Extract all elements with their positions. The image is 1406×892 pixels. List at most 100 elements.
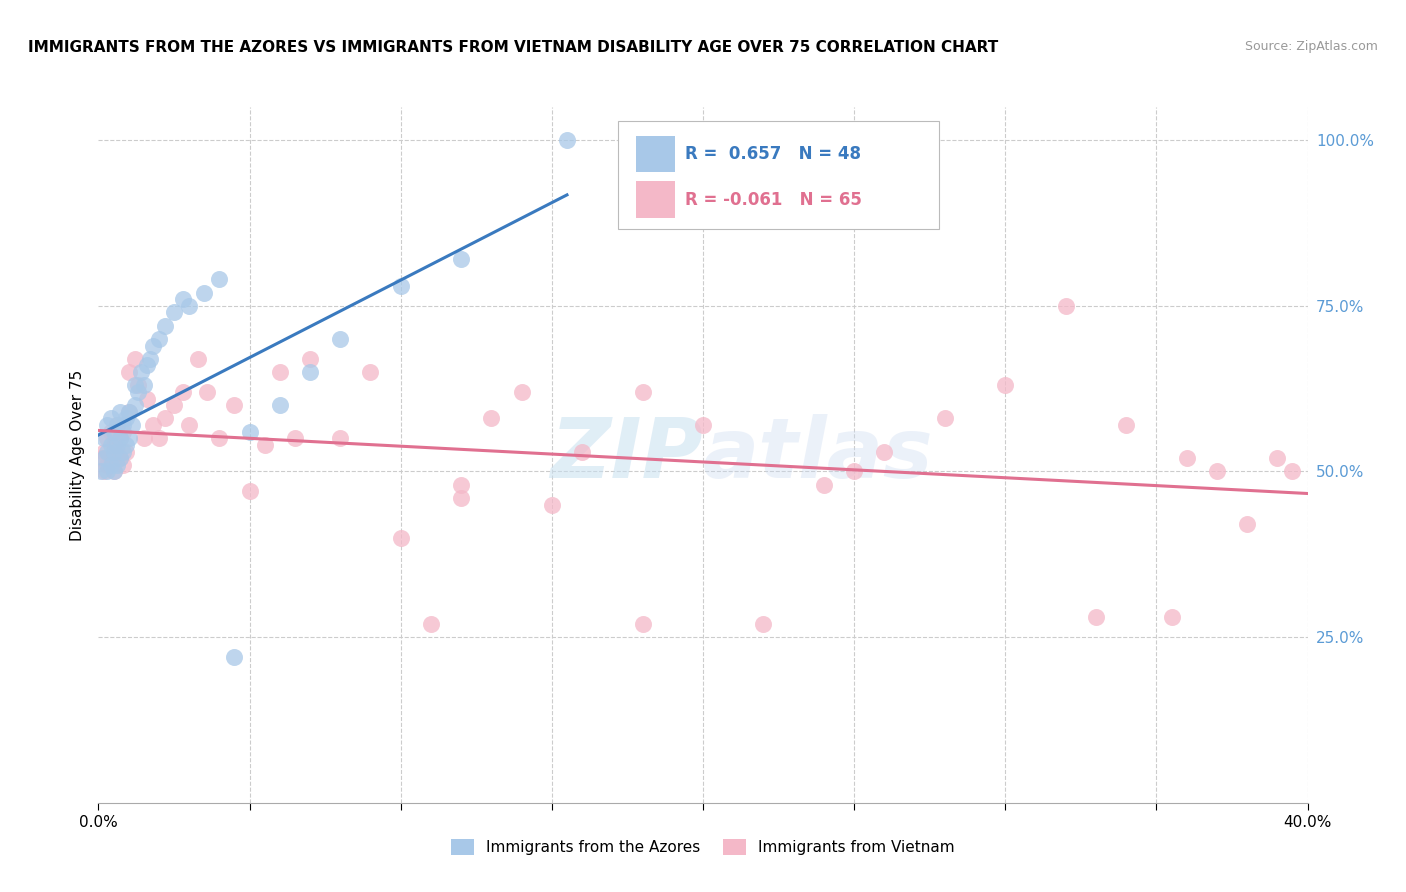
Point	[752, 616, 775, 631]
Point	[1054, 299, 1077, 313]
FancyBboxPatch shape	[619, 121, 939, 229]
Text: R = -0.061   N = 65: R = -0.061 N = 65	[685, 191, 862, 209]
Text: atlas: atlas	[703, 415, 934, 495]
Point	[163, 305, 186, 319]
Point	[631, 384, 654, 399]
FancyBboxPatch shape	[637, 136, 675, 172]
Point	[124, 398, 146, 412]
Point	[132, 378, 155, 392]
Point	[389, 279, 412, 293]
Point	[153, 411, 176, 425]
Point	[692, 418, 714, 433]
Point	[389, 531, 412, 545]
Point	[111, 425, 134, 439]
Point	[127, 378, 149, 392]
Point	[108, 451, 131, 466]
Point	[1115, 418, 1137, 433]
Point	[111, 418, 134, 433]
Point	[1267, 451, 1289, 466]
Point	[142, 418, 165, 433]
Point	[208, 431, 231, 445]
Point	[127, 384, 149, 399]
Point	[93, 451, 115, 466]
Point	[118, 405, 141, 419]
Point	[118, 431, 141, 445]
Point	[813, 477, 835, 491]
Point	[1175, 451, 1198, 466]
Point	[100, 451, 122, 466]
Point	[124, 351, 146, 366]
Point	[142, 338, 165, 352]
Point	[193, 285, 215, 300]
Point	[450, 491, 472, 505]
Point	[1085, 610, 1108, 624]
Text: ZIP: ZIP	[550, 415, 703, 495]
Text: IMMIGRANTS FROM THE AZORES VS IMMIGRANTS FROM VIETNAM DISABILITY AGE OVER 75 COR: IMMIGRANTS FROM THE AZORES VS IMMIGRANTS…	[28, 40, 998, 55]
Point	[108, 431, 131, 445]
Point	[148, 332, 170, 346]
Point	[269, 365, 291, 379]
Point	[103, 444, 125, 458]
Point	[93, 431, 115, 445]
Point	[103, 425, 125, 439]
Point	[103, 438, 125, 452]
Point	[510, 384, 533, 399]
Point	[360, 365, 382, 379]
FancyBboxPatch shape	[637, 181, 675, 218]
Text: Source: ZipAtlas.com: Source: ZipAtlas.com	[1244, 40, 1378, 54]
Point	[108, 451, 131, 466]
Point	[100, 438, 122, 452]
Point	[114, 411, 136, 425]
Point	[105, 418, 128, 433]
Point	[90, 451, 112, 466]
Point	[450, 477, 472, 491]
Point	[329, 431, 352, 445]
Point	[555, 133, 578, 147]
Point	[114, 444, 136, 458]
Point	[93, 465, 115, 479]
Point	[873, 444, 896, 458]
Point	[105, 418, 128, 433]
Point	[208, 272, 231, 286]
Point	[105, 458, 128, 472]
Point	[132, 431, 155, 445]
Point	[114, 438, 136, 452]
Point	[105, 444, 128, 458]
Point	[179, 418, 201, 433]
Point	[1236, 517, 1258, 532]
Point	[93, 444, 115, 458]
Point	[124, 378, 146, 392]
Point	[1281, 465, 1303, 479]
Point	[163, 398, 186, 412]
Point	[844, 465, 866, 479]
Point	[148, 431, 170, 445]
Point	[420, 616, 443, 631]
Point	[540, 498, 562, 512]
Point	[129, 365, 152, 379]
Point	[224, 398, 246, 412]
Point	[153, 318, 176, 333]
Point	[329, 332, 352, 346]
Text: R =  0.657   N = 48: R = 0.657 N = 48	[685, 145, 860, 162]
Point	[111, 444, 134, 458]
Point	[195, 384, 218, 399]
Point	[90, 465, 112, 479]
Point	[239, 425, 262, 439]
Point	[100, 411, 122, 425]
Point	[105, 438, 128, 452]
Point	[96, 458, 118, 472]
Legend: Immigrants from the Azores, Immigrants from Vietnam: Immigrants from the Azores, Immigrants f…	[444, 833, 962, 862]
Point	[96, 418, 118, 433]
Point	[224, 650, 246, 665]
Point	[96, 431, 118, 445]
Point	[450, 252, 472, 267]
Point	[172, 292, 194, 306]
Point	[172, 384, 194, 399]
Point	[121, 418, 143, 433]
Point	[108, 405, 131, 419]
Point	[1160, 610, 1182, 624]
Point	[139, 351, 162, 366]
Point	[994, 378, 1017, 392]
Point	[118, 405, 141, 419]
Point	[481, 411, 503, 425]
